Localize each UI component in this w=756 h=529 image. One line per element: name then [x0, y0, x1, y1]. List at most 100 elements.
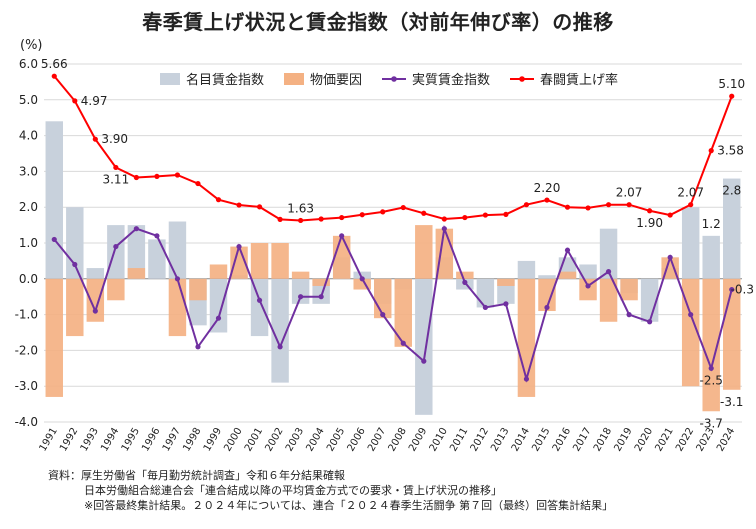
bar-nominal: [127, 225, 146, 279]
bar-nominal: [86, 268, 105, 279]
data-label: 3.11: [102, 172, 129, 186]
wage-hike-point: [133, 174, 139, 181]
x-tick-label: 2001: [243, 426, 265, 454]
data-label: 2.07: [677, 186, 704, 200]
bar-price: [271, 243, 289, 279]
real-wage-point: [729, 286, 735, 293]
wage-hike-point: [564, 204, 571, 210]
wage-hike-point: [256, 204, 263, 210]
real-wage-point: [667, 254, 673, 260]
wage-hike-point: [380, 209, 386, 215]
wage-hike-point: [318, 216, 324, 222]
wage-hike-point: [729, 93, 735, 99]
legend-marker: [391, 76, 397, 82]
data-label: 1.2: [702, 217, 721, 231]
x-tick-label: 2017: [571, 426, 593, 454]
chart-title: 春季賃上げ状況と賃金指数（対前年伸び率）の推移: [142, 10, 614, 34]
bar-price: [558, 271, 577, 279]
real-wage-point: [51, 236, 57, 243]
wage-hike-point: [298, 217, 304, 224]
x-tick-label: 2012: [469, 426, 491, 454]
y-tick-label: 6.0: [19, 57, 38, 71]
wage-hike-point: [462, 214, 468, 221]
wage-hike-point: [339, 214, 345, 221]
bar-nominal: [538, 275, 556, 279]
wage-hike-point: [359, 212, 365, 218]
bar-price: [312, 278, 330, 286]
real-wage-point: [154, 233, 160, 239]
real-wage-point: [564, 247, 571, 253]
wage-hike-point: [482, 212, 488, 218]
real-wage-point: [195, 344, 201, 350]
wage-hike-point: [92, 136, 98, 142]
real-wage-point: [544, 304, 550, 311]
real-wage-point: [92, 308, 98, 314]
x-tick-label: 2007: [366, 426, 388, 454]
data-label: -2.5: [699, 373, 722, 387]
y-tick-label: 3.0: [19, 164, 38, 178]
bar-nominal: [66, 207, 84, 279]
y-tick-label: 4.0: [19, 129, 38, 143]
real-wage-point: [605, 269, 612, 275]
y-tick-label: 5.0: [19, 93, 38, 107]
real-wage-point: [339, 233, 345, 239]
x-tick-label: 2005: [325, 426, 347, 454]
y-tick-label: 2.0: [19, 200, 38, 214]
source-note: 資料：厚生労働省「毎月勤労統計調査」令和６年分結果確報 日本労働組合総連合会「連…: [48, 468, 613, 513]
x-tick-label: 1993: [79, 426, 101, 454]
wage-hike-point: [647, 208, 653, 214]
wage-hike-point: [113, 164, 119, 171]
x-tick-label: 2018: [592, 426, 614, 454]
x-tick-label: 2020: [633, 426, 655, 454]
wage-hike-point: [688, 202, 694, 208]
x-tick-label: 2021: [653, 426, 675, 454]
bar-price: [599, 278, 618, 322]
x-tick-label: 2011: [448, 426, 470, 454]
real-wage-point: [421, 358, 427, 364]
bar-nominal: [291, 278, 310, 304]
x-tick-label: 1996: [140, 426, 162, 454]
data-label: 1.90: [636, 216, 663, 230]
bar-price: [291, 271, 310, 279]
bar-price: [702, 278, 720, 412]
bar-price: [681, 278, 700, 387]
bar-price: [620, 278, 638, 301]
real-wage-point: [277, 344, 283, 350]
bar-price: [250, 243, 269, 279]
wage-hike-point: [503, 211, 509, 217]
x-tick-label: 2004: [304, 426, 326, 454]
y-tick-label: 1.0: [19, 236, 38, 250]
legend-label: 物価要因: [310, 73, 362, 88]
x-tick-label: 1998: [181, 426, 203, 454]
source-line-3: ※回答最終集計結果。２０２４年については、連合「２０２４春季生活闘争 第７回（最…: [84, 499, 614, 512]
bar-price: [353, 278, 371, 290]
bar-nominal: [209, 278, 228, 333]
wage-hike-point: [195, 180, 201, 187]
x-tick-label: 1994: [99, 426, 121, 454]
real-wage-point: [298, 294, 304, 300]
wage-hike-point: [421, 210, 427, 216]
wage-hike-point: [215, 197, 222, 203]
bar-price: [66, 278, 84, 337]
bar-price: [107, 278, 125, 301]
bar-nominal: [45, 121, 63, 279]
y-tick-label: -2.0: [15, 343, 38, 357]
data-label: 5.66: [41, 57, 68, 71]
x-tick-label: 2008: [387, 426, 409, 454]
bar-price: [497, 278, 515, 286]
legend-label: 春闘賃上げ率: [540, 72, 618, 88]
real-wage-point: [113, 243, 119, 250]
bar-price: [127, 268, 146, 279]
real-wage-point: [626, 312, 632, 318]
wage-hike-point: [72, 98, 78, 104]
wage-hike-point: [523, 202, 530, 208]
real-wage-point: [441, 226, 447, 232]
bar-price: [456, 271, 474, 279]
real-wage-point: [318, 294, 324, 300]
chart-svg: 6.05.04.03.02.01.00.0-1.0-2.0-3.0-4.0199…: [15, 57, 754, 454]
real-wage-point: [256, 297, 263, 303]
bar-price: [579, 278, 597, 301]
x-tick-label: 2002: [263, 426, 285, 454]
wage-hike-point: [277, 216, 283, 222]
real-wage-point: [462, 279, 468, 285]
